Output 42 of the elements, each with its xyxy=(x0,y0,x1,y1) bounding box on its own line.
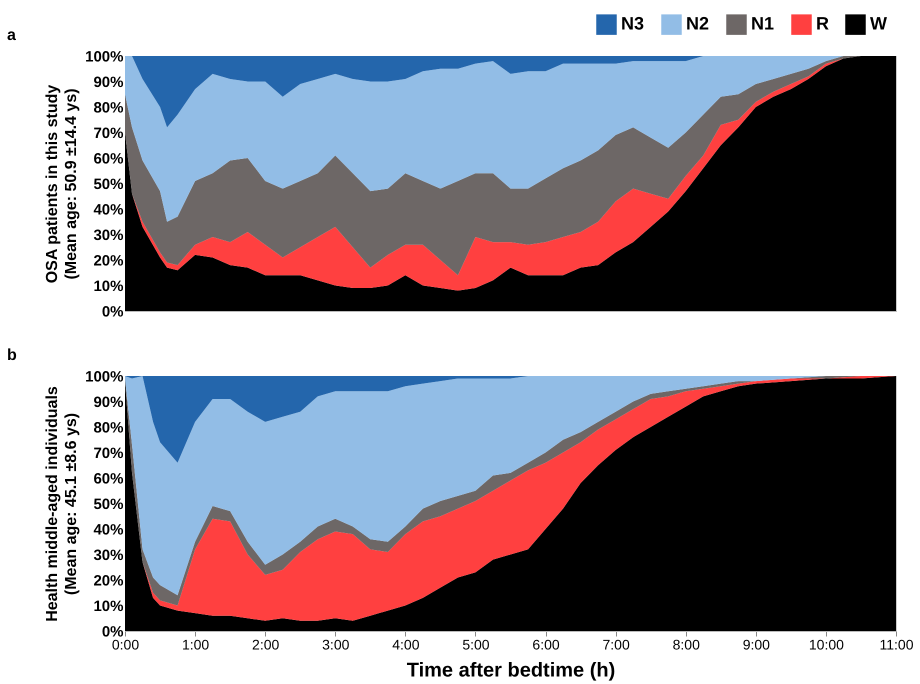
x-tick-label: 2:00 xyxy=(252,636,280,652)
legend-label: R xyxy=(816,14,829,34)
x-axis-title: Time after bedtime (h) xyxy=(406,660,616,682)
y-tick-label: 20% xyxy=(93,252,124,270)
y-tick-label: 60% xyxy=(93,470,124,488)
y-tick-label: 80% xyxy=(93,100,124,116)
x-tick-label: 10:00 xyxy=(808,636,844,652)
x-tick-label: 8:00 xyxy=(672,636,700,652)
y-tick-label: 100% xyxy=(85,48,124,66)
y-tick-label: 60% xyxy=(93,150,124,168)
legend-label: N3 xyxy=(621,14,644,34)
y-tick-label: 80% xyxy=(93,420,124,436)
legend-label: N1 xyxy=(751,14,774,34)
y-tick-label: 40% xyxy=(93,522,124,538)
chart-title: b xyxy=(7,347,17,364)
x-tick-label: 7:00 xyxy=(602,636,630,652)
legend-label: W xyxy=(870,14,887,34)
y-tick-label: 30% xyxy=(93,547,124,564)
y-tick-label: 50% xyxy=(93,496,124,513)
y-tick-label: 10% xyxy=(93,278,124,295)
y-tick-label: 40% xyxy=(93,202,124,218)
y-tick-label: 100% xyxy=(85,368,124,386)
y-tick-label: 0% xyxy=(102,304,124,320)
chart-title: a xyxy=(7,27,16,44)
x-tick-label: 4:00 xyxy=(392,636,420,652)
legend-label: N2 xyxy=(686,14,710,34)
x-tick-label: 11:00 xyxy=(880,636,914,652)
y-tick-label: 90% xyxy=(93,74,124,91)
y-tick-label: 10% xyxy=(93,598,124,615)
x-tick-label: 3:00 xyxy=(322,636,350,652)
y-tick-label: 50% xyxy=(93,176,124,193)
y-axis-title: OSA patients in this study (Mean age: 50.9 ±14.4 ys) xyxy=(44,84,80,284)
y-tick-label: 70% xyxy=(93,125,124,142)
x-tick-label: 1:00 xyxy=(182,636,210,652)
x-tick-label: 5:00 xyxy=(462,636,490,652)
x-tick-label: 6:00 xyxy=(532,636,560,652)
y-tick-label: 20% xyxy=(93,572,124,590)
y-tick-label: 90% xyxy=(93,394,124,411)
y-axis-title: Health middle-aged individuals (Mean age: 45.1 ±8.6 ys) xyxy=(44,386,80,622)
x-tick-label: 9:00 xyxy=(742,636,770,652)
y-tick-label: 30% xyxy=(93,227,124,244)
y-tick-label: 70% xyxy=(93,445,124,462)
